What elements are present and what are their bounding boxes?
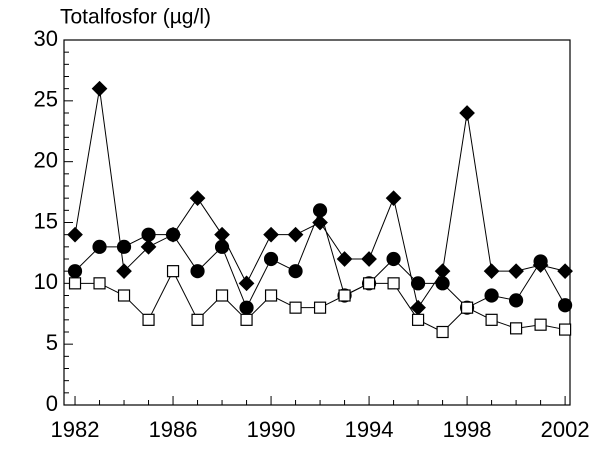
circle-marker [312,203,328,218]
circle-marker [288,264,303,279]
circle-marker [67,264,83,279]
square-marker [117,289,131,302]
square-marker [460,301,474,314]
circle-marker [435,276,450,291]
circle-marker [386,251,401,267]
square-marker [240,313,253,326]
diamond-marker [312,214,328,231]
x-tick-label: 1982 [51,417,100,442]
diamond-marker [557,263,573,280]
square-marker [338,289,351,302]
x-tick-label: 1986 [149,417,198,442]
y-tick-label: 20 [34,147,58,172]
circle-marker [92,239,107,254]
square-marker [362,277,376,290]
circle-marker [190,264,205,279]
square-marker [166,265,180,278]
diamond-marker [385,190,402,207]
circle-marker [141,227,156,242]
circle-marker [533,254,548,269]
x-tick-label: 2002 [541,417,590,442]
diamond-marker [214,226,230,243]
circle-marker [239,300,254,315]
circle-marker [410,276,426,291]
square-marker [142,313,155,326]
square-marker [534,318,547,331]
square-marker [289,301,302,314]
diamond-marker [336,251,353,267]
chart-title: Totalfosfor (µg/l) [60,6,211,29]
diamond-marker [263,226,279,243]
square-marker [68,277,82,290]
square-marker [436,325,449,339]
y-tick-label: 30 [34,26,58,51]
circle-marker [508,293,524,308]
y-tick-label: 10 [34,269,58,294]
diamond-marker [91,80,108,97]
square-marker [387,277,400,290]
square-marker [485,313,498,326]
diamond-marker [140,238,157,255]
diamond-marker [116,263,132,280]
circle-marker [116,239,132,254]
diamond-marker [483,263,500,280]
diamond-marker [287,226,304,243]
square-marker [411,313,425,326]
square-marker [509,322,523,335]
x-tick-label: 1994 [345,417,394,442]
square-marker [191,313,204,326]
diamond-marker [67,226,83,243]
circle-marker [263,251,279,267]
diamond-marker [238,275,255,292]
circle-marker [557,298,573,313]
square-marker [264,289,278,302]
square-marker [215,289,229,302]
y-tick-label: 0 [46,391,58,416]
y-tick-label: 5 [46,330,58,355]
circle-marker [484,288,499,303]
x-tick-label: 1998 [443,417,492,442]
diamond-marker [361,251,377,267]
diamond-marker [459,105,475,121]
y-tick-label: 25 [34,87,58,112]
diamond-marker [189,190,206,207]
circle-marker [214,239,230,254]
square-marker [558,323,572,336]
square-marker [93,277,106,290]
diamond-marker [508,263,524,280]
diamond-marker [434,263,451,280]
x-tick-label: 1990 [247,417,296,442]
circle-marker [165,227,181,242]
square-marker [313,301,327,314]
y-tick-label: 15 [34,208,58,233]
